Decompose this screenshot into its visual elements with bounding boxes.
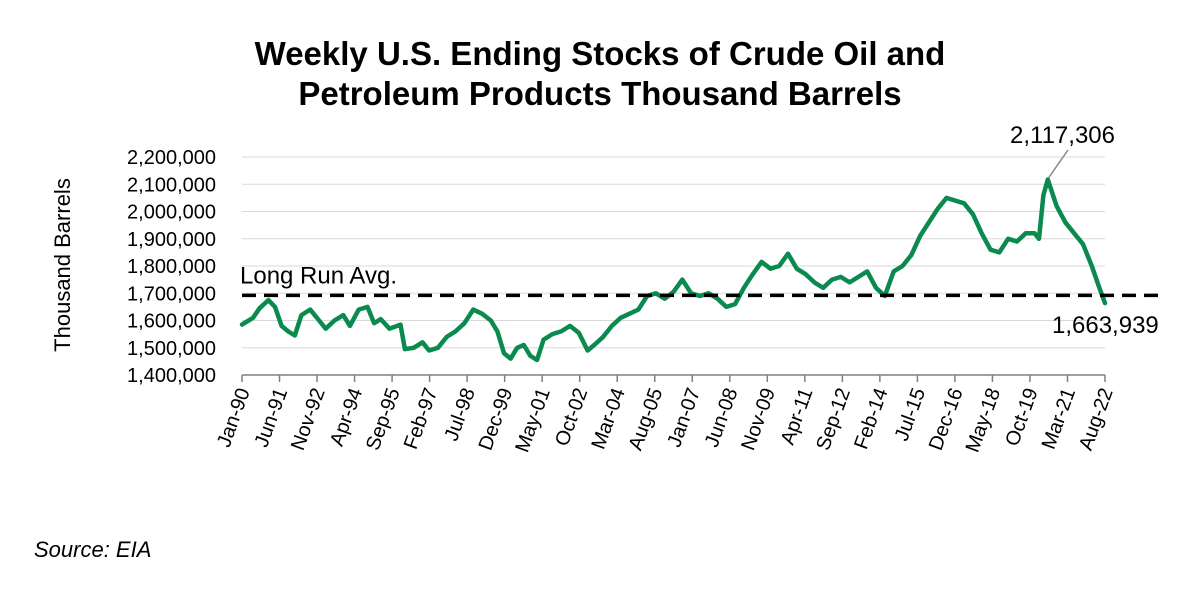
y-tick-label: 2,200,000 [127,147,216,169]
y-tick-label: 1,800,000 [127,256,216,278]
y-tick-label: 2,100,000 [127,174,216,196]
y-tick-label: 2,000,000 [127,202,216,224]
long-run-average-label: Long Run Avg. [240,262,397,289]
x-axis [241,374,1106,382]
x-tick-label: Dec-16 [925,385,968,453]
peak-value-label: 2,117,306 [1010,122,1115,149]
y-axis-tick-labels: 1,400,000 1,500,000 1,600,000 1,700,000 1,80… [127,147,216,387]
chart-title-line2: Petroleum Products Thousand Barrels [298,75,902,112]
source-note: Source: EIA [34,537,152,562]
y-axis-label: Thousand Barrels [50,178,75,352]
x-tick-label: Oct-02 [551,385,592,449]
x-tick-label: Nov-09 [737,385,780,453]
x-tick-label: Apr-94 [326,385,367,449]
x-tick-label: Jun-91 [251,385,293,450]
y-tick-label: 1,900,000 [127,229,216,251]
x-tick-label: Dec-99 [475,385,518,453]
y-tick-label: 1,500,000 [127,338,216,360]
x-tick-label: Jul-98 [441,385,480,444]
x-tick-label: Jun-08 [701,385,743,450]
y-tick-label: 1,700,000 [127,283,216,305]
x-tick-label: Feb-14 [850,385,892,452]
chart-title-line1: Weekly U.S. Ending Stocks of Crude Oil a… [254,35,946,72]
y-tick-label: 1,400,000 [127,365,216,387]
x-tick-label: Jan-07 [663,385,705,450]
x-tick-label: Mar-04 [588,385,630,452]
x-tick-label: Apr-11 [777,385,818,448]
x-tick-label: Oct-19 [1001,385,1042,449]
x-tick-label: May-01 [511,385,554,455]
x-tick-label: Nov-92 [287,385,330,453]
x-tick-label: Feb-97 [400,385,442,452]
x-axis-tick-labels: Jan-90Jun-91Nov-92Apr-94Sep-95Feb-97Jul-… [213,385,1118,455]
chart-title: Weekly U.S. Ending Stocks of Crude Oil a… [240,34,960,114]
x-tick-label: Mar-21 [1038,385,1080,452]
x-tick-label: Sep-95 [362,385,405,453]
latest-value-label: 1,663,939 [1052,312,1159,339]
x-tick-label: Aug-05 [625,385,668,453]
x-tick-label: May-18 [962,385,1005,455]
y-tick-label: 1,600,000 [127,311,216,333]
x-tick-label: Aug-22 [1075,385,1118,453]
x-tick-label: Jan-90 [213,385,255,450]
x-tick-label: Sep-12 [812,385,855,453]
peak-leader-line [1048,149,1069,178]
x-tick-label: Jul-15 [891,385,930,444]
